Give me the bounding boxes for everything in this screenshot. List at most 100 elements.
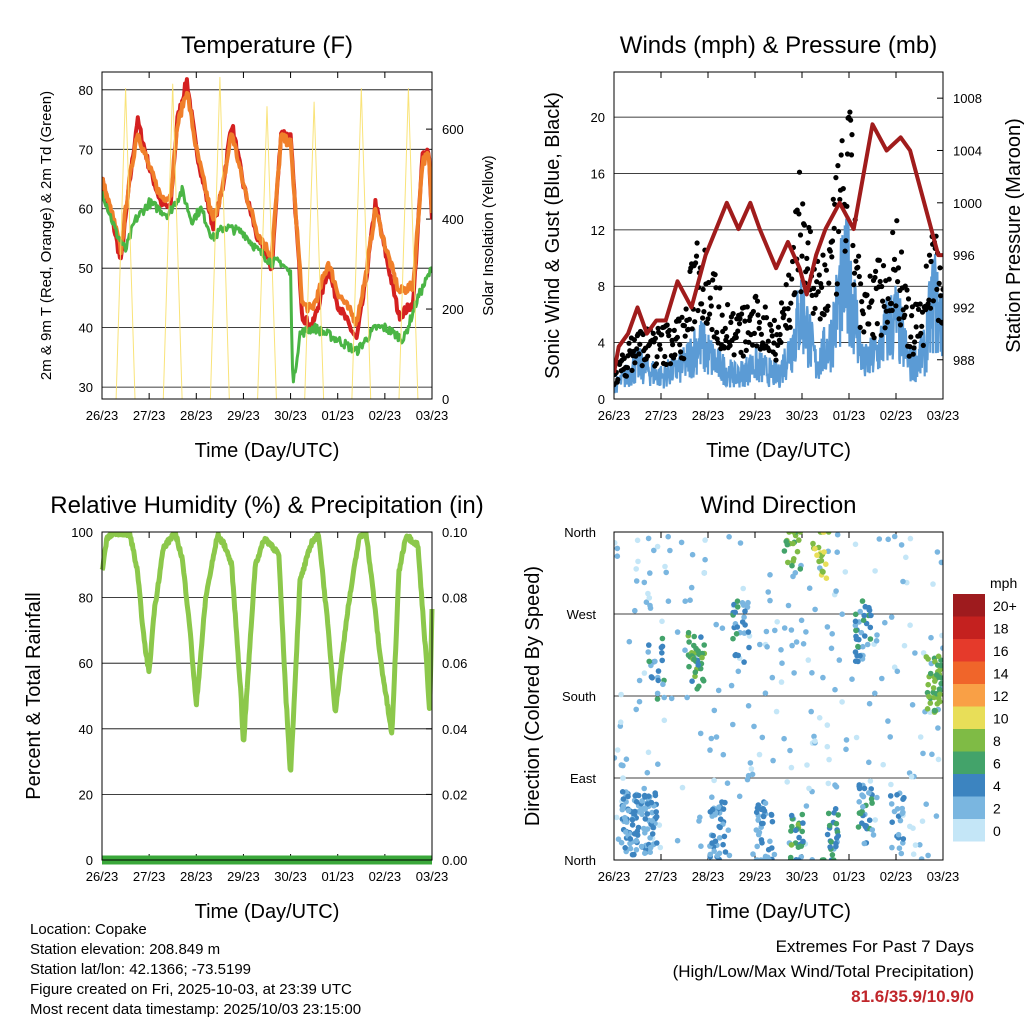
direction-point [765, 846, 772, 853]
gust-point [902, 312, 908, 318]
legend-title: mph [990, 575, 1017, 591]
y-tick-label: 0 [86, 853, 93, 868]
y-axis-label: Direction (Colored By Speed) [522, 566, 544, 826]
gust-point [751, 330, 758, 336]
gust-point [786, 317, 792, 323]
gust-point [859, 299, 865, 305]
direction-point [930, 685, 937, 691]
direction-point [619, 806, 626, 813]
gust-point [851, 270, 858, 276]
gust-point [735, 328, 741, 334]
direction-point [787, 747, 793, 754]
gust-point [655, 325, 661, 331]
direction-point [708, 735, 715, 742]
direction-point [773, 708, 780, 715]
extremes-subtitle: (High/Low/Max Wind/Total Precipitation) [672, 962, 974, 981]
gust-point [829, 254, 835, 260]
direction-point [880, 761, 886, 768]
direction-point [788, 812, 795, 819]
direction-point [711, 777, 717, 784]
gust-point [858, 281, 864, 287]
gust-point [920, 342, 926, 348]
extremes-block: Extremes For Past 7 Days (High/Low/Max W… [673, 934, 974, 1009]
gust-point [670, 342, 676, 348]
direction-point [646, 642, 652, 648]
gust-point [799, 253, 805, 259]
gust-point [938, 293, 943, 299]
gust-point [671, 327, 677, 333]
gust-point [867, 273, 873, 279]
direction-point [783, 538, 789, 545]
gust-point [737, 316, 743, 322]
direction-point [634, 828, 641, 835]
direction-point [788, 764, 795, 771]
direction-point [682, 647, 688, 653]
direction-point [639, 811, 645, 818]
direction-point [885, 718, 891, 724]
extremes-values: 81.6/35.9/10.9/0 [851, 987, 974, 1006]
direction-point [781, 735, 787, 742]
direction-point [828, 839, 834, 845]
x-tick-label: 01/23 [321, 869, 354, 884]
gust-point [756, 325, 762, 331]
direction-point [649, 818, 655, 824]
direction-point [778, 647, 784, 653]
y-tick-label: 4 [598, 336, 605, 351]
direction-point [825, 810, 832, 817]
direction-point [756, 829, 763, 836]
gust-point [792, 290, 798, 296]
legend-swatch [953, 751, 985, 774]
direction-point [940, 645, 943, 651]
direction-point [856, 799, 862, 805]
direction-point [898, 850, 905, 857]
direction-point [642, 805, 648, 811]
direction-point [834, 532, 841, 538]
direction-point [716, 804, 722, 810]
direction-point [753, 857, 760, 860]
gust-point [765, 338, 771, 344]
legend-label: 10 [993, 711, 1009, 727]
legend-label: 20+ [993, 598, 1017, 614]
direction-point [864, 641, 871, 648]
x-tick-label: 29/23 [227, 408, 260, 423]
direction-point [633, 847, 640, 853]
direction-point [633, 838, 640, 844]
direction-point [627, 836, 634, 842]
y-tick-label: 8 [598, 279, 605, 294]
direction-point [620, 775, 626, 781]
direction-point [745, 599, 751, 606]
direction-point [861, 840, 868, 847]
direction-point [654, 696, 661, 702]
direction-point [856, 783, 862, 789]
gust-point [623, 373, 630, 379]
gust-point [707, 295, 713, 301]
gust-point [894, 218, 900, 224]
gust-point [895, 279, 901, 285]
gust-point [839, 138, 845, 144]
direction-point [937, 691, 943, 698]
direction-point [734, 604, 741, 610]
direction-point [659, 650, 665, 656]
gust-point [672, 352, 678, 358]
direction-point [648, 674, 655, 680]
gust-point [683, 306, 689, 312]
gust-point [909, 313, 915, 319]
direction-point [715, 687, 722, 694]
direction-point [791, 670, 797, 676]
legend-swatch [953, 729, 985, 752]
gust-point [882, 325, 888, 331]
direction-point [614, 747, 621, 753]
direction-point [800, 838, 806, 845]
gust-point [886, 276, 892, 282]
direction-point [809, 857, 815, 860]
gust-point [893, 303, 899, 309]
direction-point [646, 595, 653, 601]
direction-point [765, 589, 771, 595]
direction-point [888, 801, 895, 807]
gust-point [896, 316, 902, 322]
direction-point [810, 540, 816, 547]
direction-point [685, 629, 692, 636]
temperature-plot [102, 76, 432, 399]
gust-point [640, 331, 646, 338]
